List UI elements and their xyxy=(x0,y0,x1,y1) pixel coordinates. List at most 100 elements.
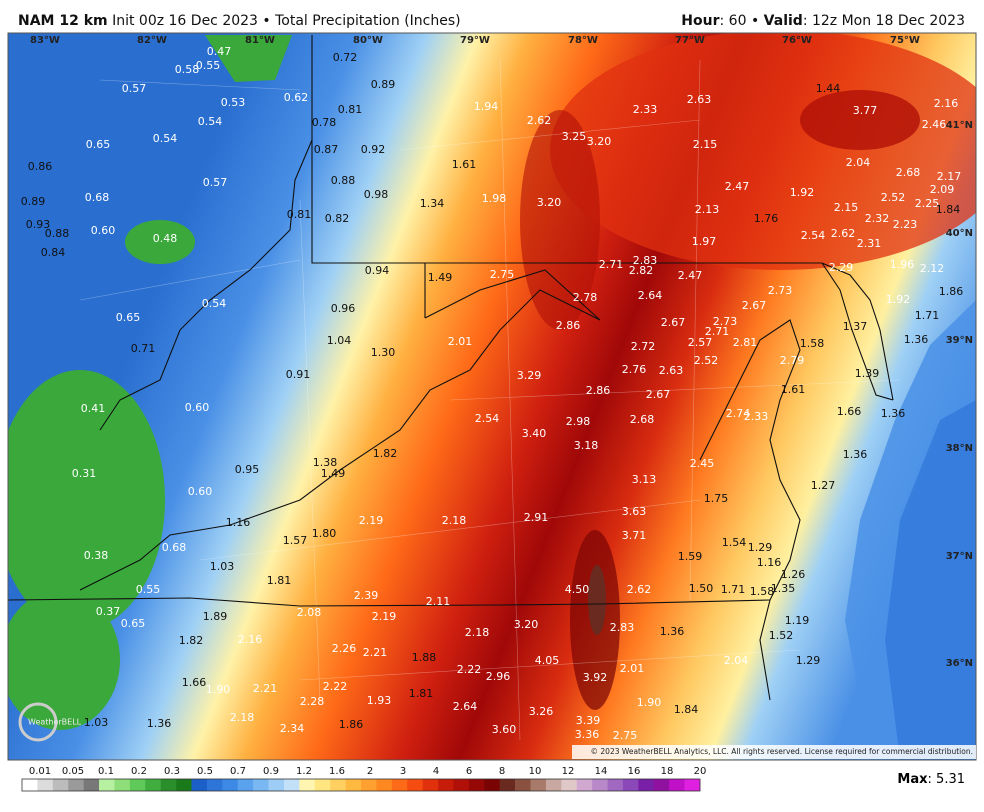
station-value: 1.54 xyxy=(722,536,747,549)
station-value: 0.60 xyxy=(188,485,213,498)
station-value: 1.98 xyxy=(482,192,507,205)
station-value: 3.36 xyxy=(575,728,600,741)
legend-swatch xyxy=(468,779,485,791)
station-value: 1.26 xyxy=(781,568,806,581)
station-value: 2.68 xyxy=(630,413,655,426)
station-value: 0.62 xyxy=(284,91,309,104)
legend-swatch xyxy=(191,779,208,791)
station-value: 2.15 xyxy=(693,138,718,151)
legend-swatch xyxy=(299,779,316,791)
legend-swatch xyxy=(114,779,131,791)
legend-swatch xyxy=(576,779,593,791)
map-frame xyxy=(7,32,977,761)
station-value: 2.09 xyxy=(930,183,955,196)
station-value: 1.66 xyxy=(837,405,862,418)
station-value: 2.86 xyxy=(556,319,581,332)
latitude-label: 40°N xyxy=(946,228,973,239)
legend-swatch xyxy=(206,779,223,791)
station-value: 2.15 xyxy=(834,201,859,214)
station-value: 3.18 xyxy=(574,439,599,452)
legend-label: 0.1 xyxy=(98,766,114,777)
station-value: 1.94 xyxy=(474,100,499,113)
longitude-label: 79°W xyxy=(460,35,490,46)
station-value: 0.58 xyxy=(175,63,200,76)
station-value: 1.75 xyxy=(704,492,729,505)
station-value: 2.46 xyxy=(922,118,947,131)
legend-label: 8 xyxy=(499,766,505,777)
station-value: 1.89 xyxy=(203,610,228,623)
station-value: 2.33 xyxy=(633,103,658,116)
station-value: 2.29 xyxy=(829,261,854,274)
station-value: 1.93 xyxy=(367,694,392,707)
longitude-label: 75°W xyxy=(890,35,920,46)
station-value: 2.63 xyxy=(687,93,712,106)
legend-swatch xyxy=(391,779,408,791)
legend-label: 14 xyxy=(595,766,608,777)
station-value: 1.82 xyxy=(179,634,204,647)
station-value: 0.71 xyxy=(131,342,156,355)
station-value: 0.93 xyxy=(26,218,51,231)
station-value: 2.62 xyxy=(527,114,552,127)
station-value: 0.65 xyxy=(116,311,141,324)
station-value: 1.84 xyxy=(674,703,699,716)
station-value: 2.16 xyxy=(934,97,959,110)
valid-value: : 12z Mon 18 Dec 2023 xyxy=(803,13,965,29)
station-value: 2.28 xyxy=(300,695,325,708)
legend-label: 3 xyxy=(400,766,406,777)
hour-value: : 60 • xyxy=(720,13,760,29)
station-value: 2.47 xyxy=(678,269,703,282)
legend-swatch xyxy=(129,779,146,791)
station-value: 2.62 xyxy=(627,583,652,596)
station-value: 0.48 xyxy=(153,232,178,245)
station-value: 0.60 xyxy=(91,224,116,237)
station-value: 2.73 xyxy=(768,284,793,297)
station-value: 2.54 xyxy=(801,229,826,242)
legend-swatch xyxy=(592,779,608,791)
station-value: 2.16 xyxy=(238,633,263,646)
station-value: 0.86 xyxy=(28,160,53,173)
legend-label: 2 xyxy=(367,766,373,777)
station-value: 0.53 xyxy=(221,96,246,109)
station-value: 0.87 xyxy=(314,143,339,156)
station-value: 2.67 xyxy=(646,388,671,401)
station-value: 1.04 xyxy=(327,334,352,347)
station-value: 2.17 xyxy=(937,170,962,183)
legend-swatch xyxy=(530,779,547,791)
station-value: 2.79 xyxy=(780,354,805,367)
station-value: 2.01 xyxy=(448,335,473,348)
station-value: 0.84 xyxy=(41,246,66,259)
legend-swatch xyxy=(253,779,269,791)
station-value: 0.55 xyxy=(196,59,221,72)
legend-label: 0.5 xyxy=(197,766,213,777)
station-value: 2.18 xyxy=(465,626,490,639)
station-value: 2.34 xyxy=(280,722,305,735)
legend-swatch xyxy=(684,779,701,791)
station-value: 1.81 xyxy=(409,687,434,700)
station-value: 2.31 xyxy=(857,237,882,250)
station-value: 0.89 xyxy=(21,195,46,208)
station-value: 2.13 xyxy=(695,203,720,216)
legend-swatch xyxy=(145,779,161,791)
station-value: 2.71 xyxy=(705,325,730,338)
station-value: 0.95 xyxy=(235,463,260,476)
station-value: 2.08 xyxy=(297,606,322,619)
station-value: 0.38 xyxy=(84,549,109,562)
station-value: 2.86 xyxy=(586,384,611,397)
legend-label: 4 xyxy=(433,766,439,777)
station-value: 0.65 xyxy=(121,617,146,630)
longitude-label: 81°W xyxy=(245,35,275,46)
station-value: 2.57 xyxy=(688,336,713,349)
legend-swatch xyxy=(622,779,639,791)
station-value: 2.04 xyxy=(846,156,871,169)
station-value: 1.76 xyxy=(754,212,779,225)
station-value: 2.96 xyxy=(486,670,511,683)
station-value: 1.86 xyxy=(939,285,964,298)
station-value: 0.98 xyxy=(364,188,389,201)
legend-swatch xyxy=(484,779,500,791)
station-value: 2.25 xyxy=(915,197,940,210)
station-value: 3.25 xyxy=(562,130,587,143)
station-value: 2.23 xyxy=(893,218,918,231)
station-value: 2.63 xyxy=(659,364,684,377)
longitude-label: 78°W xyxy=(568,35,598,46)
valid-label: Valid xyxy=(764,13,803,29)
